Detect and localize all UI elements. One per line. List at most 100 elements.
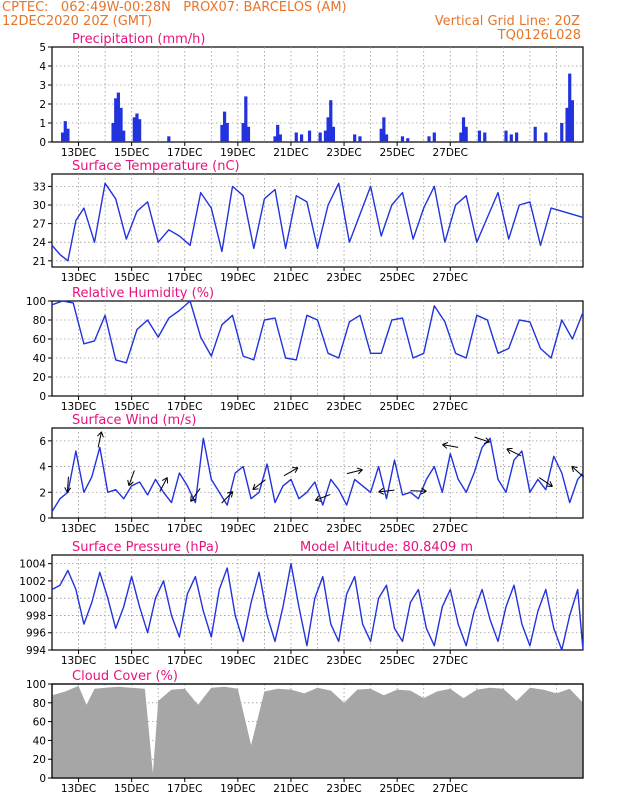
wind-arrow	[97, 431, 104, 448]
pressure-annotation: Model Altitude: 80.8409 m	[300, 540, 473, 555]
precip-bar	[225, 123, 229, 142]
precip-bar	[273, 136, 277, 142]
wind-arrow-head	[127, 479, 134, 487]
precip-bar	[119, 107, 123, 142]
precip-bar	[135, 113, 139, 142]
wind-ytick-label: 4	[39, 462, 46, 474]
pressure-xtick-label: 21DEC	[273, 655, 308, 667]
precip-bar	[66, 128, 70, 142]
temperature-ytick-label: 27	[33, 219, 46, 231]
pressure-xtick-label: 25DEC	[379, 655, 414, 667]
wind-arrow-shaft	[571, 465, 584, 478]
humidity-ytick-label: 0	[39, 391, 46, 403]
pressure-xtick-label: 27DEC	[433, 655, 468, 667]
temperature-xtick-label: 23DEC	[326, 272, 361, 284]
precip-xtick-label: 23DEC	[326, 147, 361, 159]
pressure-ytick-label: 996	[26, 628, 46, 640]
cloud-xtick-label: 25DEC	[379, 783, 414, 795]
precip-ytick-label: 1	[39, 118, 46, 130]
wind-arrow-shaft	[442, 444, 459, 448]
precip-xtick-label: 27DEC	[433, 147, 468, 159]
pressure-xtick-label: 19DEC	[220, 655, 255, 667]
precip-ytick-label: 2	[39, 99, 46, 111]
wind-arrow	[410, 487, 427, 495]
wind-arrow-head	[292, 467, 299, 474]
wind-arrow-shaft	[410, 490, 427, 492]
precip-bar	[353, 134, 357, 142]
cloud-xtick-label: 17DEC	[167, 783, 202, 795]
wind-xtick-label: 19DEC	[220, 523, 255, 535]
precip-xtick-label: 15DEC	[114, 147, 149, 159]
precip-bar	[222, 111, 227, 142]
wind-arrow-head	[356, 467, 363, 475]
wind-arrow	[506, 447, 522, 457]
wind-arrow-head	[421, 487, 427, 495]
wind-series-line	[51, 437, 584, 512]
humidity-xtick-label: 23DEC	[326, 401, 361, 413]
humidity-xtick-label: 13DEC	[61, 401, 96, 413]
precip-title: Precipitation (mm/h)	[72, 32, 205, 47]
wind-title: Surface Wind (m/s)	[72, 413, 196, 428]
precip-bar	[323, 130, 328, 142]
precip-xtick-label: 17DEC	[167, 147, 202, 159]
wind-ytick-label: 0	[39, 513, 46, 525]
precip-bar	[122, 130, 126, 142]
precip-bar	[138, 119, 142, 142]
precip-bar	[329, 100, 333, 142]
wind-arrow-head	[162, 477, 169, 484]
cloud-ytick-label: 100	[26, 679, 46, 691]
humidity-xtick-label: 25DEC	[379, 401, 414, 413]
precip-bar	[244, 96, 248, 142]
precip-ytick-label: 5	[39, 42, 46, 54]
precip-bar	[331, 126, 336, 142]
precip-bar	[382, 117, 386, 142]
humidity-series-line	[51, 300, 584, 364]
precip-bar	[533, 126, 537, 142]
pressure-xtick-label: 15DEC	[114, 655, 149, 667]
humidity-ytick-label: 20	[33, 372, 46, 384]
precip-xtick-label: 25DEC	[379, 147, 414, 159]
precip-bar	[246, 126, 251, 142]
precip-bar	[504, 130, 508, 142]
precip-bar	[114, 98, 118, 142]
wind-arrow	[64, 476, 72, 493]
precip-xtick-label: 13DEC	[61, 147, 96, 159]
wind-arrow	[159, 477, 169, 492]
precip-bar	[464, 126, 468, 142]
precip-bar	[544, 132, 548, 142]
pressure-ytick-label: 1004	[19, 559, 46, 571]
precip-xtick-label: 21DEC	[273, 147, 308, 159]
temperature-ytick-label: 21	[33, 256, 46, 268]
cloud-xtick-label: 27DEC	[433, 783, 468, 795]
cloud-ytick-label: 0	[39, 773, 46, 785]
precip-bar	[570, 100, 574, 142]
wind-xtick-label: 13DEC	[61, 523, 96, 535]
precip-bar	[241, 123, 245, 142]
pressure-ytick-label: 998	[26, 610, 46, 622]
wind-arrow	[378, 487, 395, 495]
wind-arrow-head	[442, 442, 449, 449]
cloud-ytick-label: 80	[33, 698, 46, 710]
wind-arrow-shaft	[378, 489, 395, 493]
cloud-ytick-label: 40	[33, 735, 46, 747]
precip-xtick-label: 19DEC	[220, 147, 255, 159]
pressure-xtick-label: 13DEC	[61, 655, 96, 667]
temperature-xtick-label: 17DEC	[167, 272, 202, 284]
header-datetime: 12DEC2020 20Z (GMT)	[2, 14, 153, 29]
wind-arrow-head	[97, 431, 104, 438]
precip-bar	[477, 130, 482, 142]
precip-bar	[432, 132, 436, 142]
precip-bar	[515, 132, 519, 142]
wind-arrow-shaft	[346, 469, 363, 475]
wind-arrow	[252, 479, 266, 491]
wind-arrow-head	[483, 437, 491, 444]
wind-arrow-head	[546, 480, 553, 487]
humidity-xtick-label: 15DEC	[114, 401, 149, 413]
wind-arrow	[190, 488, 201, 502]
wind-arrow-shaft	[159, 477, 168, 492]
wind-arrow-head	[64, 487, 72, 493]
wind-arrow-shaft	[538, 477, 553, 487]
temperature-ytick-label: 24	[33, 237, 47, 249]
wind-xtick-label: 17DEC	[167, 523, 202, 535]
wind-arrow-shaft	[221, 491, 234, 504]
